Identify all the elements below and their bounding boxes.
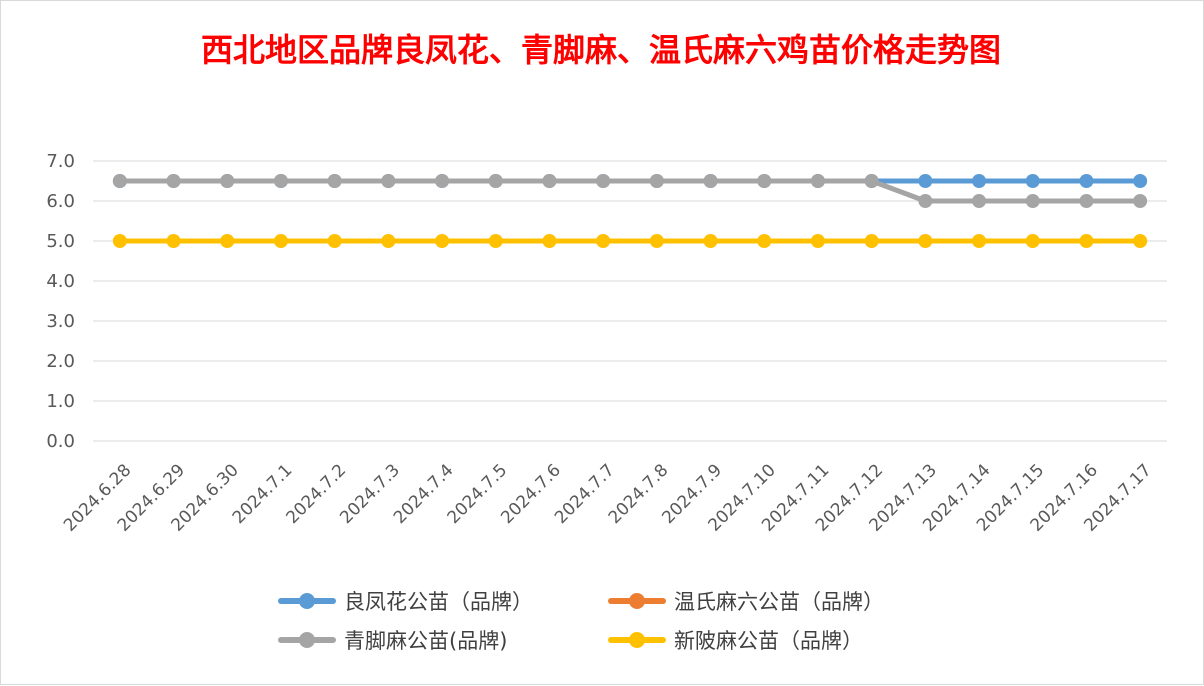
series-point-3	[810, 234, 825, 248]
legend-item-2[interactable]: 青脚麻公苗(品牌)	[278, 625, 507, 655]
legend-item-3[interactable]: 新陂麻公苗（品牌）	[608, 625, 863, 655]
legend-item-0[interactable]: 良凤花公苗（品牌）	[278, 586, 533, 616]
series-point-3	[703, 234, 718, 248]
series-point-2	[273, 174, 288, 188]
series-point-2	[435, 174, 450, 188]
legend-label: 温氏麻六公苗（品牌）	[674, 590, 884, 614]
series-point-0	[918, 174, 933, 188]
y-tick-label: 7.0	[46, 151, 75, 172]
series-point-3	[596, 234, 611, 248]
y-tick-label: 2.0	[46, 351, 75, 372]
series-point-2	[220, 174, 235, 188]
legend-label: 良凤花公苗（品牌）	[344, 590, 533, 614]
series-point-3	[542, 234, 557, 248]
series-point-3	[220, 234, 235, 248]
series-point-3	[435, 234, 450, 248]
legend-dot	[299, 593, 315, 609]
series-point-2	[1025, 194, 1040, 208]
series-point-2	[703, 174, 718, 188]
series-point-0	[1025, 174, 1040, 188]
series-point-2	[1133, 194, 1148, 208]
series-point-3	[1079, 234, 1094, 248]
series-point-3	[1133, 234, 1148, 248]
series-point-3	[381, 234, 396, 248]
series-point-2	[542, 174, 557, 188]
series-point-2	[864, 174, 879, 188]
series-point-0	[972, 174, 987, 188]
legend-marker	[608, 586, 666, 616]
legend-dot	[629, 593, 645, 609]
series-point-3	[166, 234, 181, 248]
legend-label: 青脚麻公苗(品牌)	[344, 629, 508, 653]
series-point-3	[918, 234, 933, 248]
legend-dot	[629, 632, 645, 648]
legend-marker	[608, 625, 666, 655]
series-point-3	[757, 234, 772, 248]
series-point-3	[972, 234, 987, 248]
series-point-3	[1025, 234, 1040, 248]
series-point-2	[757, 174, 772, 188]
series-point-3	[327, 234, 342, 248]
y-tick-label: 3.0	[46, 311, 75, 332]
legend-label: 新陂麻公苗（品牌）	[674, 629, 863, 653]
series-point-0	[1079, 174, 1094, 188]
series-point-2	[972, 194, 987, 208]
series-point-3	[112, 234, 127, 248]
series-point-0	[1133, 174, 1148, 188]
series-point-2	[596, 174, 611, 188]
legend-marker	[278, 625, 336, 655]
y-tick-label: 4.0	[46, 271, 75, 292]
series-point-2	[918, 194, 933, 208]
y-tick-label: 6.0	[46, 191, 75, 212]
series-point-2	[1079, 194, 1094, 208]
series-point-2	[488, 174, 503, 188]
series-point-2	[810, 174, 825, 188]
legend-marker	[278, 586, 336, 616]
series-point-2	[112, 174, 127, 188]
series-line-2	[117, 178, 1143, 204]
legend-dot	[299, 632, 315, 648]
y-tick-label: 5.0	[46, 231, 75, 252]
series-point-3	[273, 234, 288, 248]
series-point-2	[381, 174, 396, 188]
series-point-2	[327, 174, 342, 188]
series-point-2	[166, 174, 181, 188]
y-tick-label: 0.0	[46, 431, 75, 452]
y-tick-label: 1.0	[46, 391, 75, 412]
chart-title: 西北地区品牌良凤花、青脚麻、温氏麻六鸡苗价格走势图	[200, 31, 1001, 69]
legend-item-1[interactable]: 温氏麻六公苗（品牌）	[608, 586, 884, 616]
series-point-2	[649, 174, 664, 188]
series-point-3	[649, 234, 664, 248]
series-point-3	[864, 234, 879, 248]
series-point-3	[488, 234, 503, 248]
